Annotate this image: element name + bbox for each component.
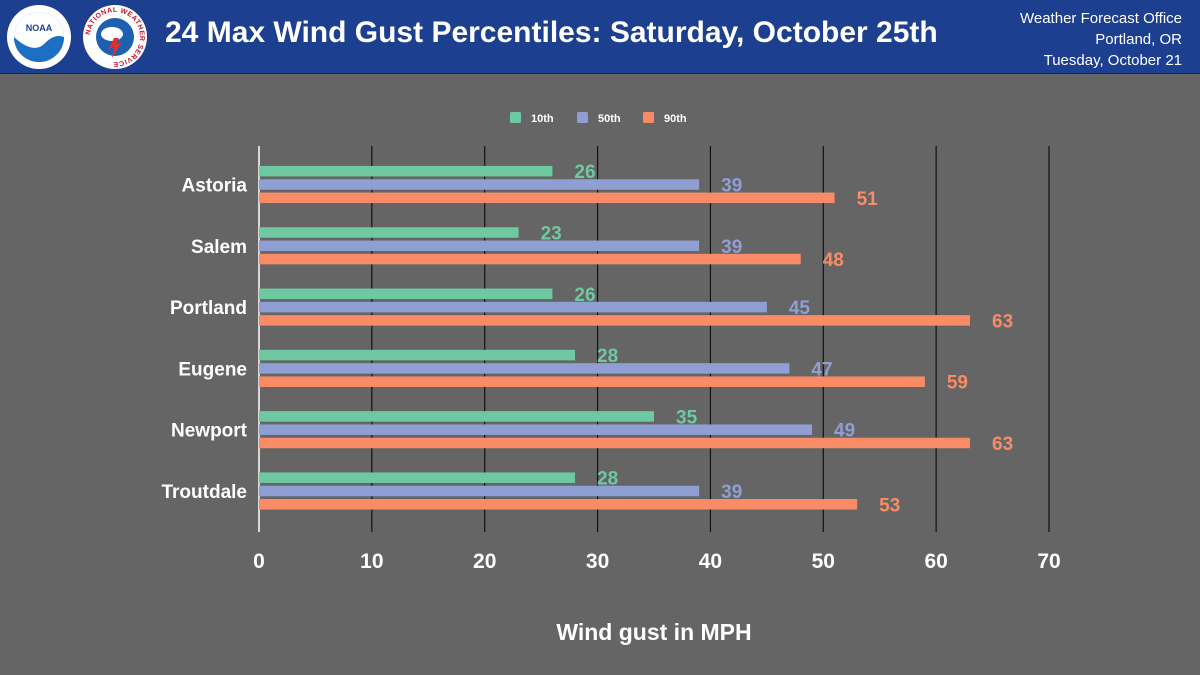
issue-date: Tuesday, October 21 — [1043, 52, 1182, 69]
legend-swatch-50th — [577, 112, 588, 123]
data-label-troutdale-50th: 39 — [721, 482, 742, 503]
bar-astoria-90th — [259, 192, 835, 204]
x-tick-label-50: 50 — [812, 550, 835, 573]
chart-bars: 26 39 51 23 39 48 26 45 63 28 47 59 35 49 63 28 39 53 — [259, 162, 1013, 516]
x-tick-label-60: 60 — [924, 550, 947, 573]
data-label-newport-50th: 49 — [834, 421, 855, 442]
category-labels: Astoria Salem Portland Eugene Newport Troutda… — [161, 176, 247, 504]
bar-salem-90th — [259, 253, 801, 265]
data-label-portland-10th: 26 — [574, 285, 595, 306]
data-label-portland-90th: 63 — [992, 311, 1013, 332]
bar-troutdale-10th — [259, 472, 575, 483]
category-label-portland: Portland — [170, 298, 247, 319]
bar-salem-50th — [259, 240, 700, 252]
data-label-salem-50th: 39 — [721, 237, 742, 258]
chart-grid — [258, 146, 1050, 532]
category-label-troutdale: Troutdale — [161, 482, 247, 503]
category-label-newport: Newport — [171, 421, 248, 442]
bar-portland-10th — [259, 288, 553, 300]
bar-eugene-10th — [259, 349, 575, 361]
category-label-eugene: Eugene — [178, 359, 247, 380]
bar-portland-90th — [259, 315, 970, 326]
header-banner: NOAA NATIONAL WEATHER SERVICE 24 Max Win… — [0, 0, 1200, 74]
chart-legend: 10th 50th 90th — [510, 112, 687, 125]
bar-eugene-90th — [259, 376, 925, 387]
bar-eugene-50th — [259, 363, 790, 374]
data-label-troutdale-10th: 28 — [597, 469, 618, 490]
bar-salem-10th — [259, 227, 519, 238]
data-label-portland-50th: 45 — [789, 298, 811, 319]
bar-troutdale-90th — [259, 499, 858, 510]
category-label-astoria: Astoria — [182, 176, 248, 197]
legend-label-90th: 90th — [664, 113, 687, 125]
bar-newport-10th — [259, 411, 654, 422]
legend-label-10th: 10th — [531, 113, 554, 125]
data-label-newport-10th: 35 — [676, 407, 698, 428]
x-tick-label-30: 30 — [586, 550, 609, 573]
svg-text:NOAA: NOAA — [26, 23, 53, 33]
data-label-eugene-10th: 28 — [597, 346, 618, 367]
data-label-newport-90th: 63 — [992, 434, 1013, 455]
data-label-salem-10th: 23 — [541, 224, 562, 245]
data-label-troutdale-90th: 53 — [879, 495, 900, 516]
nws-logo: NATIONAL WEATHER SERVICE — [83, 5, 147, 69]
data-label-eugene-50th: 47 — [811, 359, 832, 380]
bar-astoria-10th — [259, 165, 553, 177]
office-info: Weather Forecast Office Portland, OR Tue… — [1020, 8, 1182, 71]
noaa-logo: NOAA — [7, 5, 71, 69]
wind-gust-chart: 10th 50th 90th 26 39 51 23 39 48 26 45 63 28 47 59 35 4… — [161, 112, 1061, 645]
legend-swatch-90th — [643, 112, 654, 123]
bar-portland-50th — [259, 301, 767, 313]
x-tick-label-10: 10 — [360, 550, 383, 573]
category-label-salem: Salem — [191, 237, 247, 258]
office-name: Weather Forecast Office — [1019, 10, 1182, 27]
bar-newport-90th — [259, 437, 970, 449]
data-label-eugene-90th: 59 — [947, 373, 968, 394]
x-tick-label-0: 0 — [253, 550, 265, 573]
legend-swatch-10th — [510, 112, 521, 123]
bar-newport-50th — [259, 424, 812, 435]
legend-label-50th: 50th — [598, 113, 621, 125]
x-tick-label-70: 70 — [1037, 550, 1060, 573]
office-location: Portland, OR — [1095, 31, 1182, 48]
x-tick-label-40: 40 — [699, 550, 722, 573]
x-axis-title: Wind gust in MPH — [556, 619, 751, 645]
bar-astoria-50th — [259, 179, 700, 190]
x-tick-label-20: 20 — [473, 550, 496, 573]
data-label-astoria-90th: 51 — [857, 189, 879, 210]
data-label-astoria-50th: 39 — [721, 176, 742, 197]
data-label-salem-90th: 48 — [823, 250, 844, 271]
page-title: 24 Max Wind Gust Percentiles: Saturday, … — [165, 16, 938, 49]
x-axis-ticks: 0 10 20 30 40 50 60 70 — [253, 550, 1061, 573]
bar-troutdale-50th — [259, 485, 700, 497]
data-label-astoria-10th: 26 — [574, 162, 595, 183]
